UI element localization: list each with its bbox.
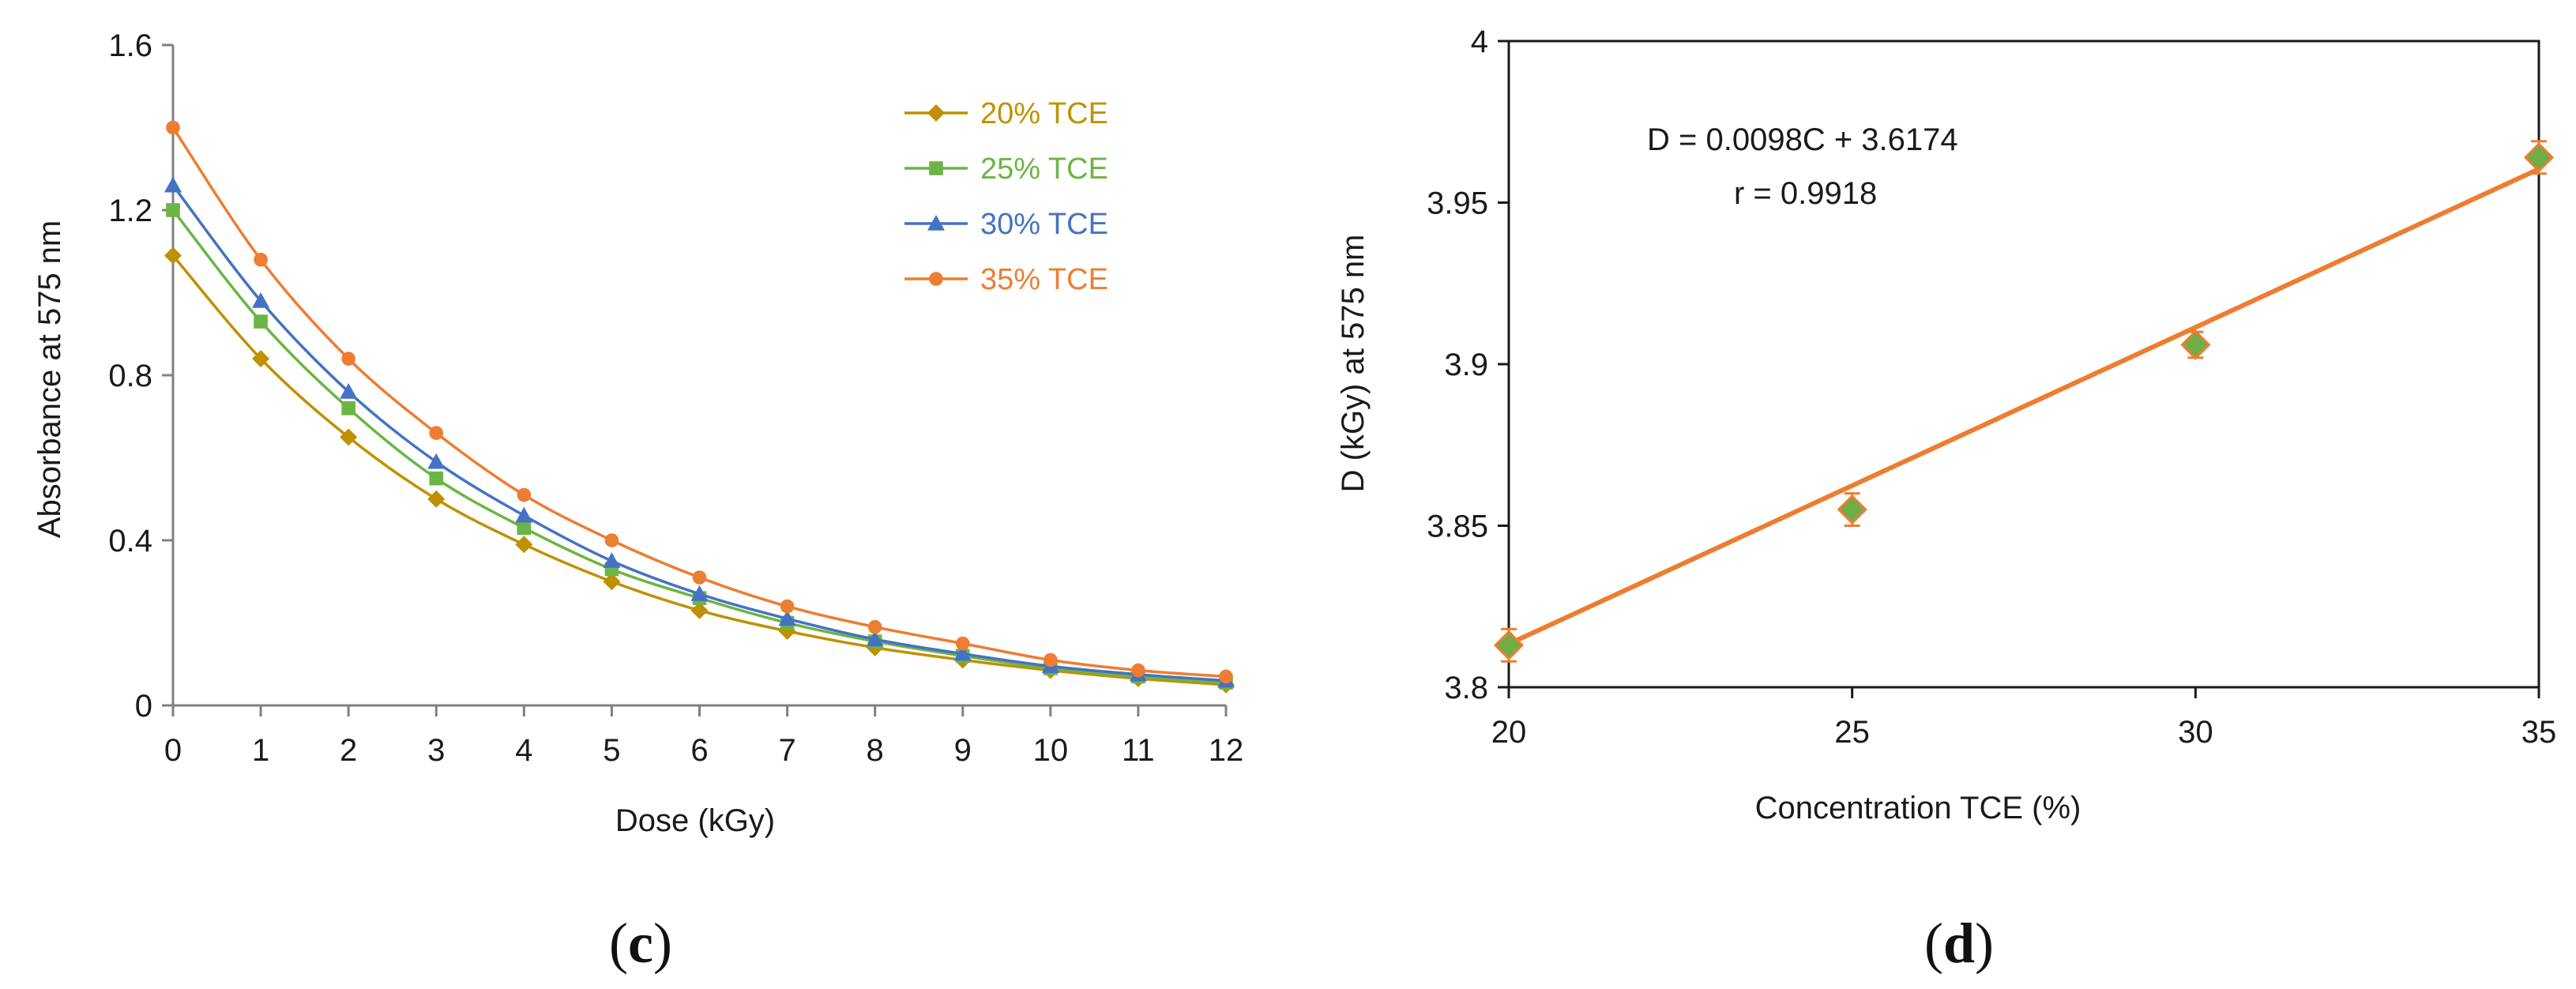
panel-label-d: (d) [1924,912,1994,975]
chart-c-legend-label: 20% TCE [980,97,1108,130]
chart-c-y-ticks: 0 0.4 0.8 1.2 1.6 [108,28,173,724]
chart-c-legend-label: 25% TCE [980,152,1108,186]
chart-c-data-point [427,490,446,508]
chart-c-data-point [254,252,268,267]
chart-c-data-point [1131,663,1145,678]
chart-panel-c: 00.40.81.21.6 0 1 2 3 4 5 6 7 8 9 10 11 12 20% TCE25… [32,28,1243,975]
chart-d-data-point [1837,494,1867,525]
chart-c-data-point [955,636,970,651]
chart-d-fit-line [1507,167,2540,646]
chart-c-data-point [866,630,884,647]
chart-c-data-point [690,585,709,601]
chart-c-data-point [252,350,270,368]
chart-d-y-axis-label: D (kGy) at 575 nm [1336,235,1371,493]
chart-d-x-tick-label: 20 [1491,715,1527,750]
chart-c-x-axis-label: Dose (kGy) [615,803,775,838]
chart-c-legend: 20% TCE 25% TCE 30% TCE 35% TCE [904,97,1108,296]
chart-c-data-point [252,291,270,308]
chart-c-y-tick-label: 0.4 [108,524,152,558]
chart-c-x-tick-label: 5 [603,733,620,768]
chart-c-series [164,120,1235,694]
chart-c-data-point [429,471,444,486]
chart-c-data-point [515,536,533,554]
chart-d-points [1493,140,2555,663]
chart-c-data-point [340,382,358,399]
chart-c-legend-marker [927,104,945,122]
chart-c-data-point [780,599,795,614]
chart-c-x-tick-label: 10 [1033,733,1069,768]
chart-c-x-tick-label: 0 [164,733,182,768]
chart-c-x-tick-label: 4 [515,733,532,768]
chart-d-x-tick-label: 30 [2178,715,2213,750]
chart-d-y-tick-label: 4 [1471,24,1488,59]
chart-c-x-tick-label: 2 [340,733,357,768]
chart-d-y-tick-label: 3.8 [1444,671,1488,705]
chart-c-x-tick-label: 9 [954,733,972,768]
chart-c-legend-marker [927,215,945,231]
chart-c-x-ticks: 0 1 2 3 4 5 6 7 8 9 10 11 12 [164,705,1243,768]
chart-d-x-tick-label: 35 [2521,715,2557,750]
chart-c-x-tick-label: 8 [867,733,884,768]
chart-c-data-point [1219,669,1233,684]
chart-panel-d: 3.8 3.85 3.9 3.95 4 20 25 30 35 D = 0.0098C + 3… [1336,24,2556,975]
chart-c-data-point [427,453,446,469]
chart-c-data-point [341,352,355,366]
chart-c-data-point [254,314,268,329]
chart-d-y-tick-label: 3.95 [1427,186,1488,221]
chart-c-x-tick-label: 7 [778,733,795,768]
chart-c-data-point [603,552,621,568]
chart-d-y-tick-label: 3.9 [1444,348,1488,382]
chart-d-equation: D = 0.0098C + 3.6174 [1647,122,1958,157]
chart-c-legend-label: 30% TCE [980,208,1108,241]
chart-d-data-point [1493,630,1525,660]
chart-c-y-tick-label: 1.6 [108,28,152,63]
chart-c-series-line [171,254,1227,686]
chart-c-data-point [164,246,182,265]
chart-c-data-point [867,619,882,634]
chart-c-x-tick-label: 6 [690,733,708,768]
chart-c-data-point [1044,652,1058,667]
chart-c-x-tick-label: 12 [1209,733,1244,768]
chart-c-y-tick-label: 0 [135,689,152,724]
chart-c-data-point [429,426,444,440]
chart-c-data-point [690,601,709,619]
chart-c-data-point [340,428,358,446]
chart-d-x-ticks: 20 25 30 35 [1491,687,2557,750]
chart-c-data-point [692,570,707,585]
chart-c-y-tick-label: 1.2 [108,194,152,228]
chart-c-data-point [953,645,972,661]
chart-d-fit-line-group [1507,167,2540,646]
panel-label-c: (c) [609,912,672,975]
chart-c-data-point [604,533,619,547]
chart-c-data-point [341,401,355,416]
chart-d-r-value: r = 0.9918 [1734,176,1877,211]
chart-d-y-ticks: 3.8 3.85 3.9 3.95 4 [1427,24,1509,705]
chart-c-data-point [517,487,532,502]
chart-c-legend-label: 35% TCE [980,263,1108,296]
chart-c-data-point [166,203,180,217]
chart-c-x-tick-label: 11 [1122,733,1155,768]
chart-d-data-point [2523,142,2555,173]
chart-c-y-axis-label: Absorbance at 575 nm [32,220,67,538]
chart-c-data-point [164,176,182,193]
chart-c-data-point [166,120,180,135]
chart-c-x-tick-label: 3 [427,733,445,768]
chart-d-x-tick-label: 25 [1834,715,1870,750]
chart-c-data-point [603,573,621,591]
chart-d-x-axis-label: Concentration TCE (%) [1755,791,2081,825]
chart-c-data-point [515,506,533,523]
chart-d-y-tick-label: 3.85 [1427,510,1488,544]
chart-c-data-point [778,610,796,626]
chart-c-data-point [517,521,532,536]
chart-c-legend-marker [929,272,943,286]
chart-c-legend-marker [929,161,943,175]
chart-d-data-point [2180,329,2211,360]
chart-c-x-tick-label: 1 [252,733,269,768]
chart-c-y-tick-label: 0.8 [108,359,152,393]
